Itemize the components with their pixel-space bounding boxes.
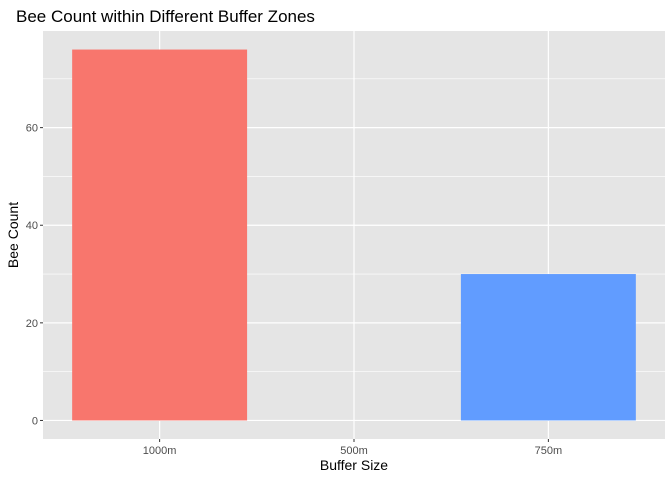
y-tick-label: 60 bbox=[26, 123, 38, 135]
chart-title: Bee Count within Different Buffer Zones bbox=[16, 7, 315, 26]
y-tick-label: 40 bbox=[26, 220, 38, 232]
x-tick-label: 750m bbox=[535, 445, 563, 457]
y-tick-label: 20 bbox=[26, 318, 38, 330]
x-tick-label: 1000m bbox=[143, 445, 177, 457]
y-axis: 0 20 40 60 bbox=[26, 123, 43, 427]
y-axis-title: Bee Count bbox=[5, 202, 21, 268]
bar-1000m bbox=[72, 49, 248, 421]
x-axis: 1000m 500m 750m bbox=[143, 439, 562, 457]
bar-750m bbox=[460, 274, 636, 421]
bars bbox=[72, 49, 636, 421]
x-tick-label: 500m bbox=[340, 445, 368, 457]
y-tick-label: 0 bbox=[32, 415, 38, 427]
x-axis-title: Buffer Size bbox=[320, 457, 388, 473]
